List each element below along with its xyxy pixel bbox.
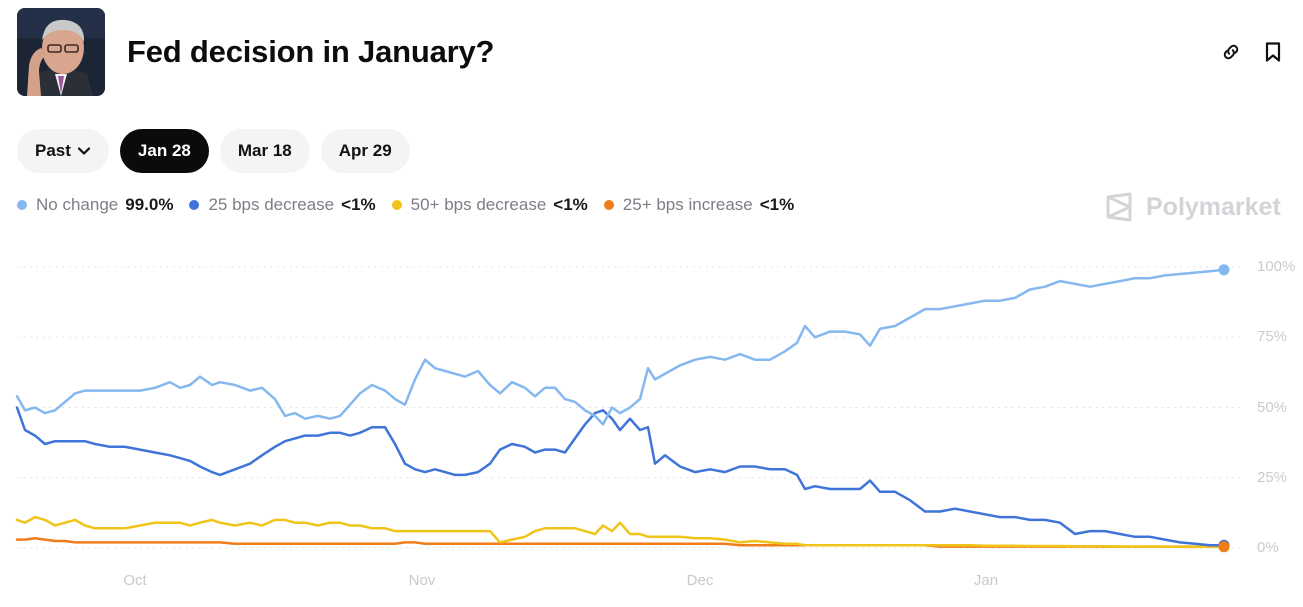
y-tick-50: 50%: [1257, 399, 1288, 416]
tab-label: Jan 28: [137, 141, 191, 160]
legend-dot: [603, 200, 614, 210]
chevron-down-icon: [77, 146, 91, 156]
tab-label: Apr 29: [338, 141, 392, 160]
legend-item-25-bps-increase: 25+ bps increase <1%: [603, 195, 795, 215]
y-tick-25: 25%: [1257, 469, 1288, 486]
market-title: Fed decision in January?: [127, 34, 495, 69]
x-tick-dec: Dec: [686, 572, 714, 589]
polymarket-watermark: Polymarket: [1104, 192, 1281, 222]
y-tick-100: 100%: [1257, 258, 1296, 275]
chart-plot: [15, 264, 1240, 553]
y-tick-0: 0%: [1257, 539, 1279, 556]
market-header: Fed decision in January?: [17, 8, 1287, 96]
series-line: [15, 268, 1226, 426]
legend-item-50-bps-decrease: 50+ bps decrease <1%: [391, 195, 588, 215]
copy-link-button[interactable]: [1219, 40, 1243, 64]
legend-value: 99.0%: [125, 195, 174, 214]
portrait-image: [17, 8, 105, 96]
x-tick-nov: Nov: [408, 572, 436, 589]
x-tick-jan: Jan: [973, 572, 999, 589]
tab-label: Mar 18: [237, 141, 292, 160]
legend-dot: [17, 200, 27, 210]
tab-past[interactable]: Past: [17, 129, 109, 173]
chart-legend: No change 99.0% 25 bps decrease <1% 50+ …: [17, 195, 794, 215]
y-tick-75: 75%: [1257, 328, 1288, 345]
tab-jan-28[interactable]: Jan 28: [119, 129, 209, 173]
series-line: [15, 515, 1226, 549]
header-actions: [1219, 40, 1287, 64]
legend-dot: [391, 200, 402, 210]
legend-label: 50+ bps decrease: [410, 195, 547, 214]
x-tick-oct: Oct: [123, 572, 147, 589]
series-line: [15, 406, 1226, 547]
brand-name: Polymarket: [1146, 192, 1281, 221]
legend-value: <1%: [341, 195, 376, 214]
legend-item-no-change: No change 99.0%: [17, 195, 173, 215]
legend-dot: [189, 200, 200, 210]
legend-value: <1%: [553, 195, 588, 214]
legend-item-25-bps-decrease: 25 bps decrease <1%: [189, 195, 376, 215]
probability-chart[interactable]: 100% 75% 50% 25% 0% Oct Nov Dec Jan: [0, 240, 1303, 607]
legend-label: No change: [36, 195, 119, 214]
legend-label: 25+ bps increase: [622, 195, 753, 214]
date-tabs: Past Jan 28 Mar 18 Apr 29: [17, 129, 410, 173]
bookmark-button[interactable]: [1261, 40, 1285, 64]
series-lines: [15, 268, 1226, 549]
series-end-dot: [1218, 541, 1230, 553]
legend-label: 25 bps decrease: [208, 195, 335, 214]
polymarket-logo-icon: [1106, 192, 1132, 222]
tab-mar-18[interactable]: Mar 18: [219, 129, 310, 173]
tab-apr-29[interactable]: Apr 29: [320, 129, 410, 173]
legend-value: <1%: [759, 195, 795, 214]
series-end-dot: [1218, 264, 1230, 276]
end-dots: [1218, 264, 1230, 553]
link-icon: [1223, 44, 1239, 60]
market-avatar: [17, 8, 105, 96]
tab-label: Past: [35, 141, 71, 160]
bookmark-icon: [1265, 42, 1281, 62]
